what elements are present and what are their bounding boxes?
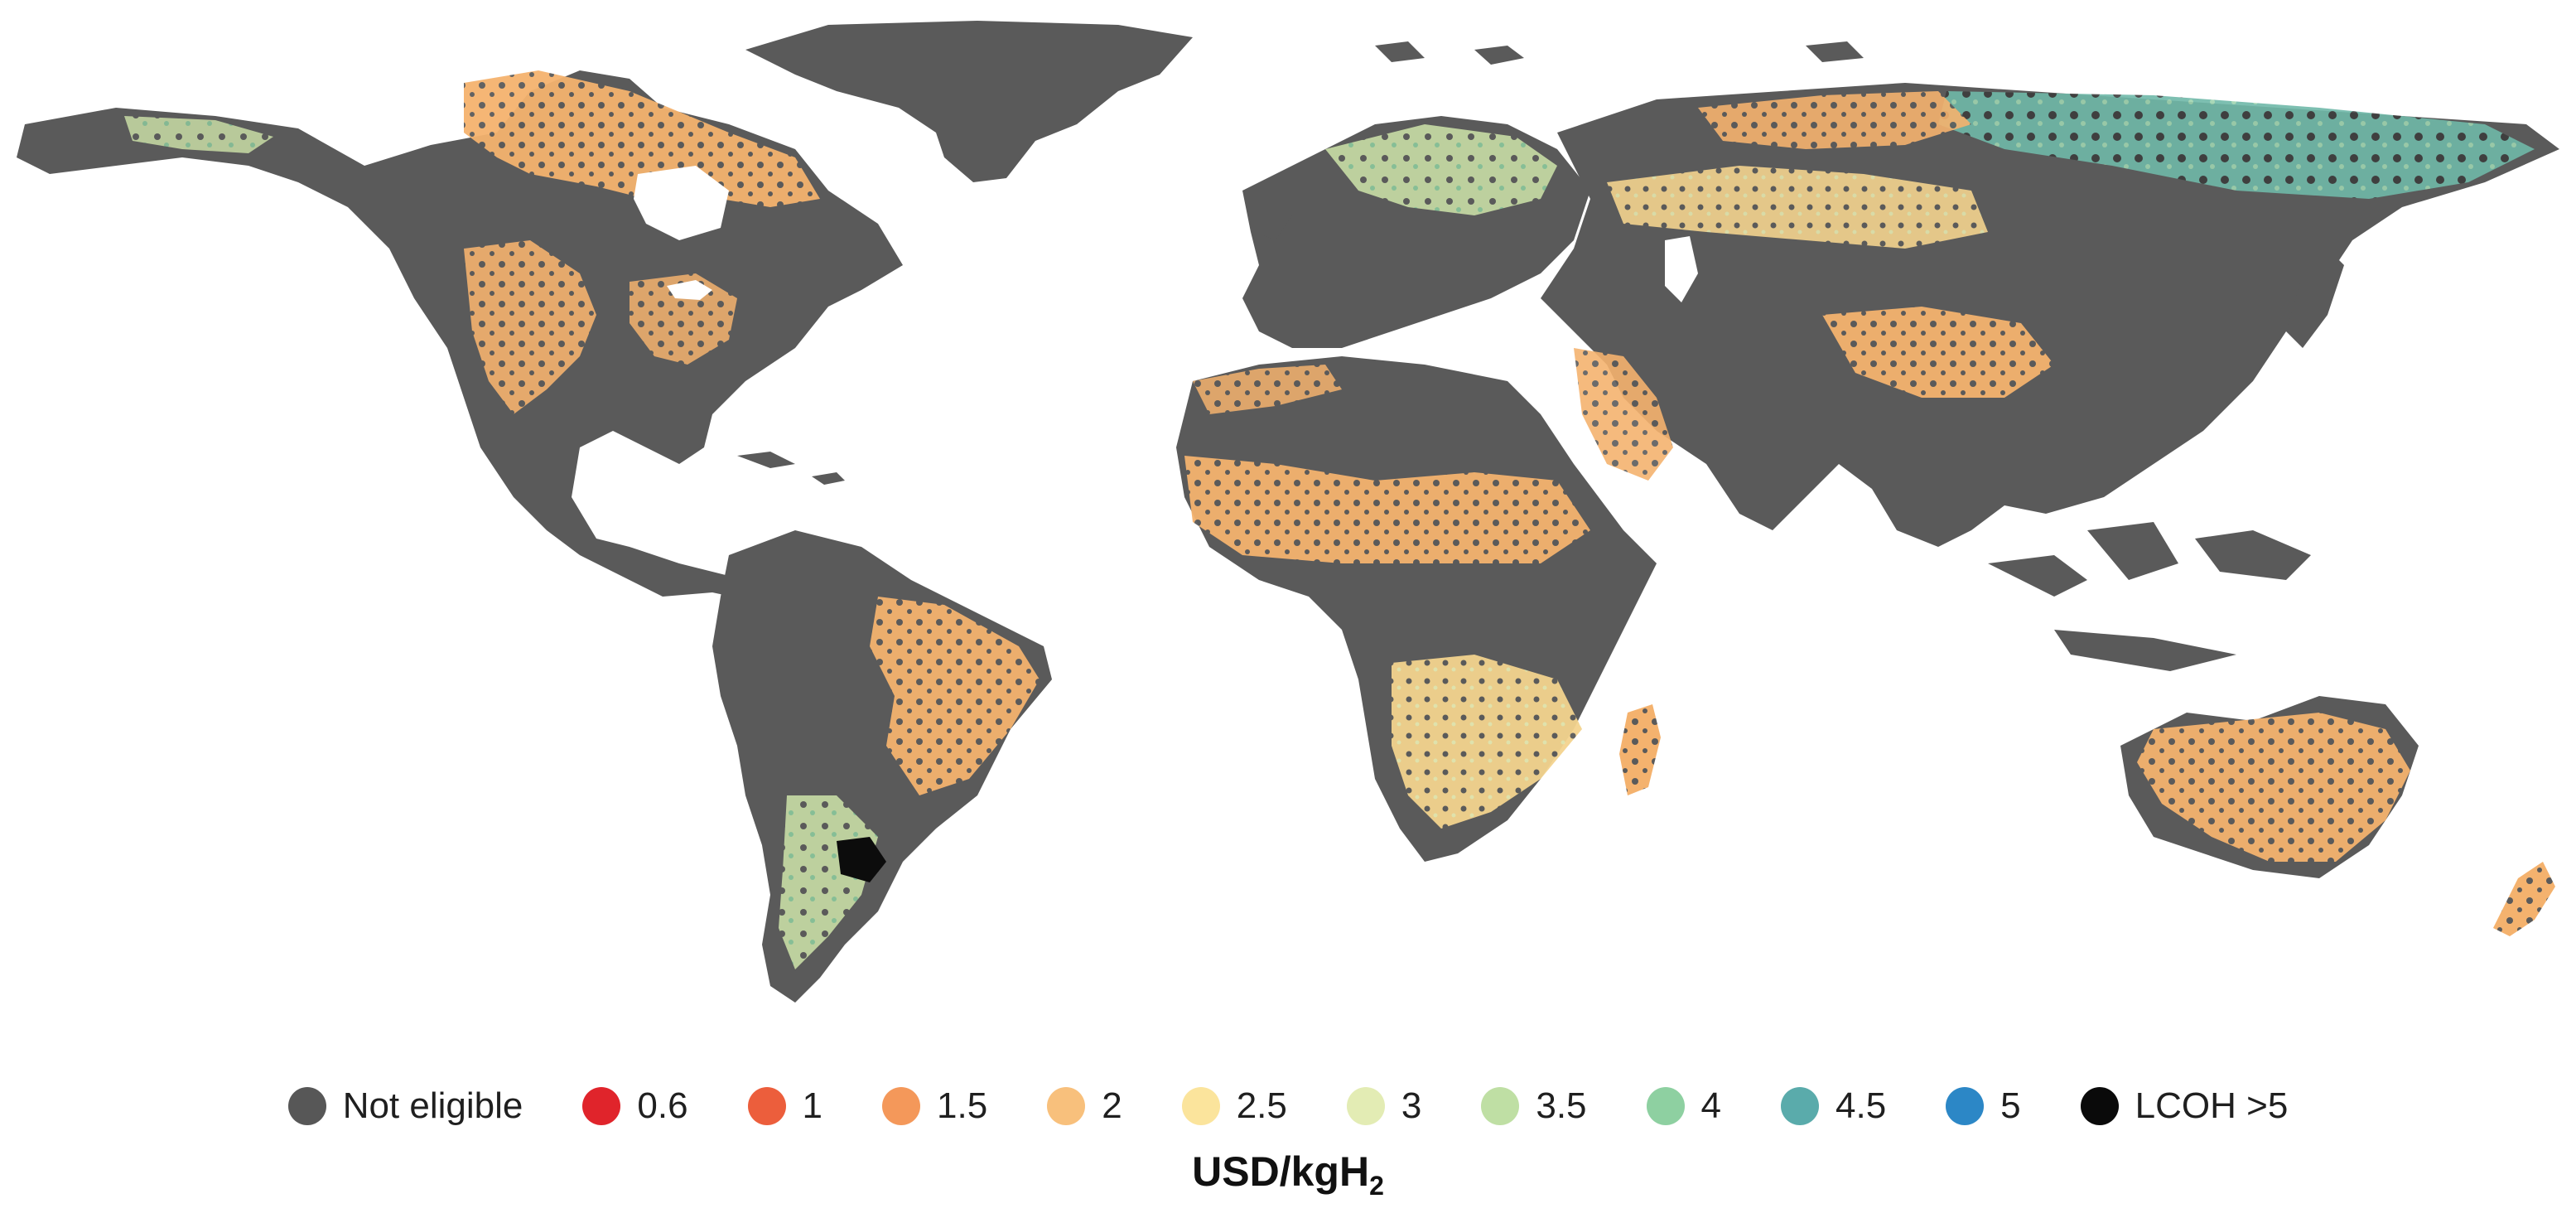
unit-subscript: 2 — [1369, 1171, 1384, 1201]
legend-swatch — [1781, 1087, 1819, 1125]
legend-swatch — [1481, 1087, 1520, 1125]
north-america-alaska-overlay — [124, 116, 273, 153]
unit-main: USD/kgH — [1192, 1148, 1370, 1195]
australia-overlay — [2137, 713, 2410, 862]
africa-north-coast-overlay — [1193, 365, 1342, 414]
legend-item: 3 — [1346, 1085, 1422, 1126]
legend-label: 4 — [1700, 1085, 1721, 1126]
legend-label: 2.5 — [1236, 1085, 1287, 1126]
legend-item: Not eligible — [287, 1085, 523, 1126]
north-america-east-overlay — [630, 273, 737, 365]
central-asia-overlay — [1607, 166, 1988, 249]
legend-item: 1.5 — [882, 1087, 987, 1125]
greenland-landmass — [745, 21, 1193, 182]
arabia-overlay — [1574, 348, 1673, 481]
caribbean-islands — [737, 452, 845, 485]
north-america-west-overlay — [464, 240, 596, 414]
japan — [2286, 249, 2344, 348]
legend-swatch — [882, 1087, 921, 1125]
legend-item: 1 — [747, 1085, 823, 1126]
legend-label: Not eligible — [342, 1085, 523, 1126]
madagascar — [1619, 704, 1661, 795]
legend-swatch — [1047, 1087, 1086, 1125]
legend: Not eligible 0.6 1 1.5 2 2.5 3 3.5 4 4.5 5 LCOH >5 — [0, 1077, 2576, 1135]
world-map-svg — [17, 21, 2559, 1003]
legend-swatch — [2080, 1087, 2119, 1125]
legend-label: 5 — [2000, 1085, 2021, 1126]
world-map — [17, 21, 2559, 1003]
legend-item: 4 — [1646, 1085, 1721, 1126]
russia-north-overlay — [1698, 91, 1971, 149]
south-america-east-overlay — [870, 597, 1040, 795]
hudson-bay — [634, 166, 729, 240]
legend-unit-label: USD/kgH2 — [0, 1148, 2576, 1201]
legend-label: 0.6 — [637, 1085, 688, 1126]
legend-item: 0.6 — [582, 1085, 688, 1126]
legend-item: LCOH >5 — [2080, 1085, 2289, 1126]
legend-label: 3.5 — [1536, 1085, 1587, 1126]
legend-label: 1.5 — [937, 1085, 988, 1126]
legend-item: 2 — [1047, 1087, 1122, 1125]
new-zealand — [2493, 862, 2555, 936]
great-lakes — [667, 280, 712, 300]
legend-label: 3 — [1401, 1085, 1422, 1126]
legend-label: 2 — [1102, 1085, 1122, 1126]
legend-swatch — [1646, 1087, 1685, 1125]
legend-swatch — [582, 1087, 621, 1125]
caspian-sea — [1665, 236, 1698, 302]
legend-swatch — [1946, 1087, 1985, 1125]
tibet-overlay — [1822, 307, 2054, 398]
legend-swatch — [1181, 1087, 1220, 1125]
legend-swatch — [1346, 1087, 1385, 1125]
arctic-islands — [1375, 41, 1864, 65]
siberia-teal-overlay — [1938, 91, 2535, 199]
legend-label: 4.5 — [1836, 1085, 1887, 1126]
british-isles — [1255, 182, 1292, 240]
patagonia-black-zone — [837, 837, 886, 882]
africa-sahel-overlay — [1184, 456, 1590, 563]
legend-label: LCOH >5 — [2135, 1085, 2289, 1126]
africa-south-overlay — [1392, 655, 1582, 829]
southeast-asia-islands — [1988, 522, 2311, 671]
north-america-canada-high-lcoh — [464, 70, 820, 207]
legend-swatch — [747, 1087, 786, 1125]
legend-swatch — [287, 1087, 326, 1125]
legend-item: 3.5 — [1481, 1085, 1587, 1126]
europe-north-overlay — [1325, 124, 1557, 215]
legend-label: 1 — [802, 1085, 823, 1126]
legend-item: 5 — [1946, 1085, 2021, 1126]
legend-item: 4.5 — [1781, 1087, 1886, 1125]
legend-item: 2.5 — [1181, 1085, 1287, 1126]
